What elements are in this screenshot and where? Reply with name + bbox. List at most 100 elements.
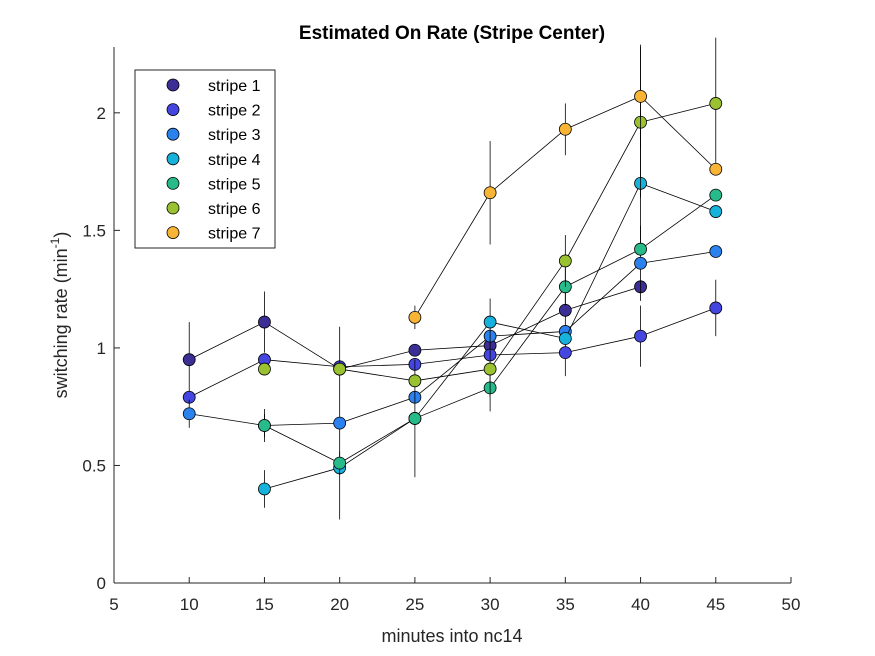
series-line-segment	[339, 363, 415, 368]
data-point	[483, 362, 497, 376]
data-point	[709, 245, 723, 258]
legend-marker	[166, 103, 180, 116]
legend-marker	[166, 226, 180, 240]
x-tick-label: 45	[706, 595, 725, 614]
legend-label: stripe 3	[208, 127, 261, 144]
chart-title: Estimated On Rate (Stripe Center)	[299, 23, 605, 44]
series-line-segment	[489, 286, 566, 389]
legend-marker	[166, 201, 180, 215]
series-line-segment	[565, 248, 641, 288]
data-point	[558, 122, 572, 136]
series-7	[408, 44, 723, 330]
data-point	[709, 205, 723, 218]
series-layer	[182, 37, 723, 520]
plot-area	[113, 47, 791, 584]
data-point	[558, 332, 572, 345]
data-point	[558, 346, 572, 360]
series-line-segment	[414, 368, 491, 382]
x-tick-label: 30	[481, 595, 500, 614]
legend-marker	[166, 176, 180, 190]
x-tick-label: 5	[109, 595, 118, 614]
series-line-segment	[339, 396, 416, 424]
x-tick-label: 40	[631, 595, 650, 614]
y-tick-label: 0	[97, 574, 106, 593]
legend: stripe 1 stripe 2 stripe 3 stripe 4 stripe 5…	[134, 69, 276, 249]
series-line-segment	[264, 425, 340, 464]
data-point	[258, 362, 271, 376]
series-line-segment	[414, 192, 491, 318]
y-tick-label: 1.5	[82, 221, 106, 240]
data-point	[634, 256, 647, 270]
y-tick-label: 0.5	[82, 456, 106, 475]
data-point	[408, 374, 422, 388]
x-tick-label: 25	[405, 595, 424, 614]
series-line-segment	[189, 321, 265, 361]
series-line-segment	[264, 422, 340, 426]
series-line-segment	[564, 183, 641, 339]
series-line-segment	[565, 286, 641, 311]
series-line-segment	[189, 413, 265, 426]
data-point	[408, 343, 422, 357]
series-line-segment	[640, 96, 717, 170]
series-line-segment	[490, 321, 566, 339]
x-tick-label: 50	[782, 595, 801, 614]
series-line-segment	[565, 96, 641, 130]
series-line-segment	[489, 309, 566, 346]
series-line-segment	[264, 359, 340, 368]
legend-marker	[166, 78, 180, 92]
data-point	[483, 186, 497, 200]
data-point	[258, 419, 271, 432]
data-point	[634, 329, 647, 343]
data-point	[709, 301, 723, 315]
data-point	[182, 353, 196, 367]
series-line-segment	[414, 354, 491, 365]
legend-label: stripe 2	[208, 103, 261, 120]
series-line-segment	[189, 359, 265, 398]
data-point	[558, 303, 572, 317]
legend-marker	[166, 127, 180, 141]
legend-label: stripe 7	[208, 226, 261, 243]
data-point	[408, 412, 422, 425]
series-line-segment	[640, 182, 716, 212]
series-line-segment	[640, 194, 717, 250]
legend-label: stripe 1	[208, 78, 261, 95]
x-tick-label: 35	[556, 595, 575, 614]
data-point	[258, 315, 271, 329]
series-line-segment	[264, 467, 340, 490]
series-line-segment	[339, 418, 416, 469]
series-line-segment	[490, 331, 566, 337]
x-tick-label: 20	[330, 595, 349, 614]
series-line-segment	[489, 260, 566, 370]
series-line-segment	[339, 418, 416, 464]
y-axis-label: switching rate (min-1)	[48, 232, 71, 399]
data-point	[634, 89, 647, 103]
x-tick-label: 15	[255, 595, 274, 614]
legend-label: stripe 6	[208, 201, 261, 218]
series-line-segment	[490, 352, 566, 356]
series-line-segment	[414, 335, 491, 398]
series-line-segment	[264, 321, 340, 370]
series-line-segment	[640, 307, 716, 337]
data-point	[333, 362, 347, 376]
y-axis-label-sup: -1	[48, 237, 62, 248]
series-line-segment	[640, 103, 716, 123]
y-axis: 0 0.5 1 1.5 2	[82, 104, 120, 593]
x-axis: 5 10 15 20 25 30 35 40 45 50	[109, 577, 800, 614]
legend-marker	[166, 152, 180, 166]
series-line-segment	[414, 387, 491, 419]
data-point	[408, 310, 422, 324]
y-tick-label: 2	[97, 104, 106, 123]
legend-label: stripe 5	[208, 176, 261, 193]
data-point	[333, 416, 347, 430]
data-point	[182, 407, 196, 421]
legend-label: stripe 4	[208, 152, 261, 169]
series-line-segment	[564, 122, 641, 262]
data-point	[709, 188, 723, 202]
series-line-segment	[489, 128, 566, 194]
x-tick-label: 10	[180, 595, 199, 614]
data-point	[333, 456, 347, 470]
data-point	[634, 242, 647, 256]
series-5	[258, 188, 723, 478]
data-point	[258, 482, 271, 496]
